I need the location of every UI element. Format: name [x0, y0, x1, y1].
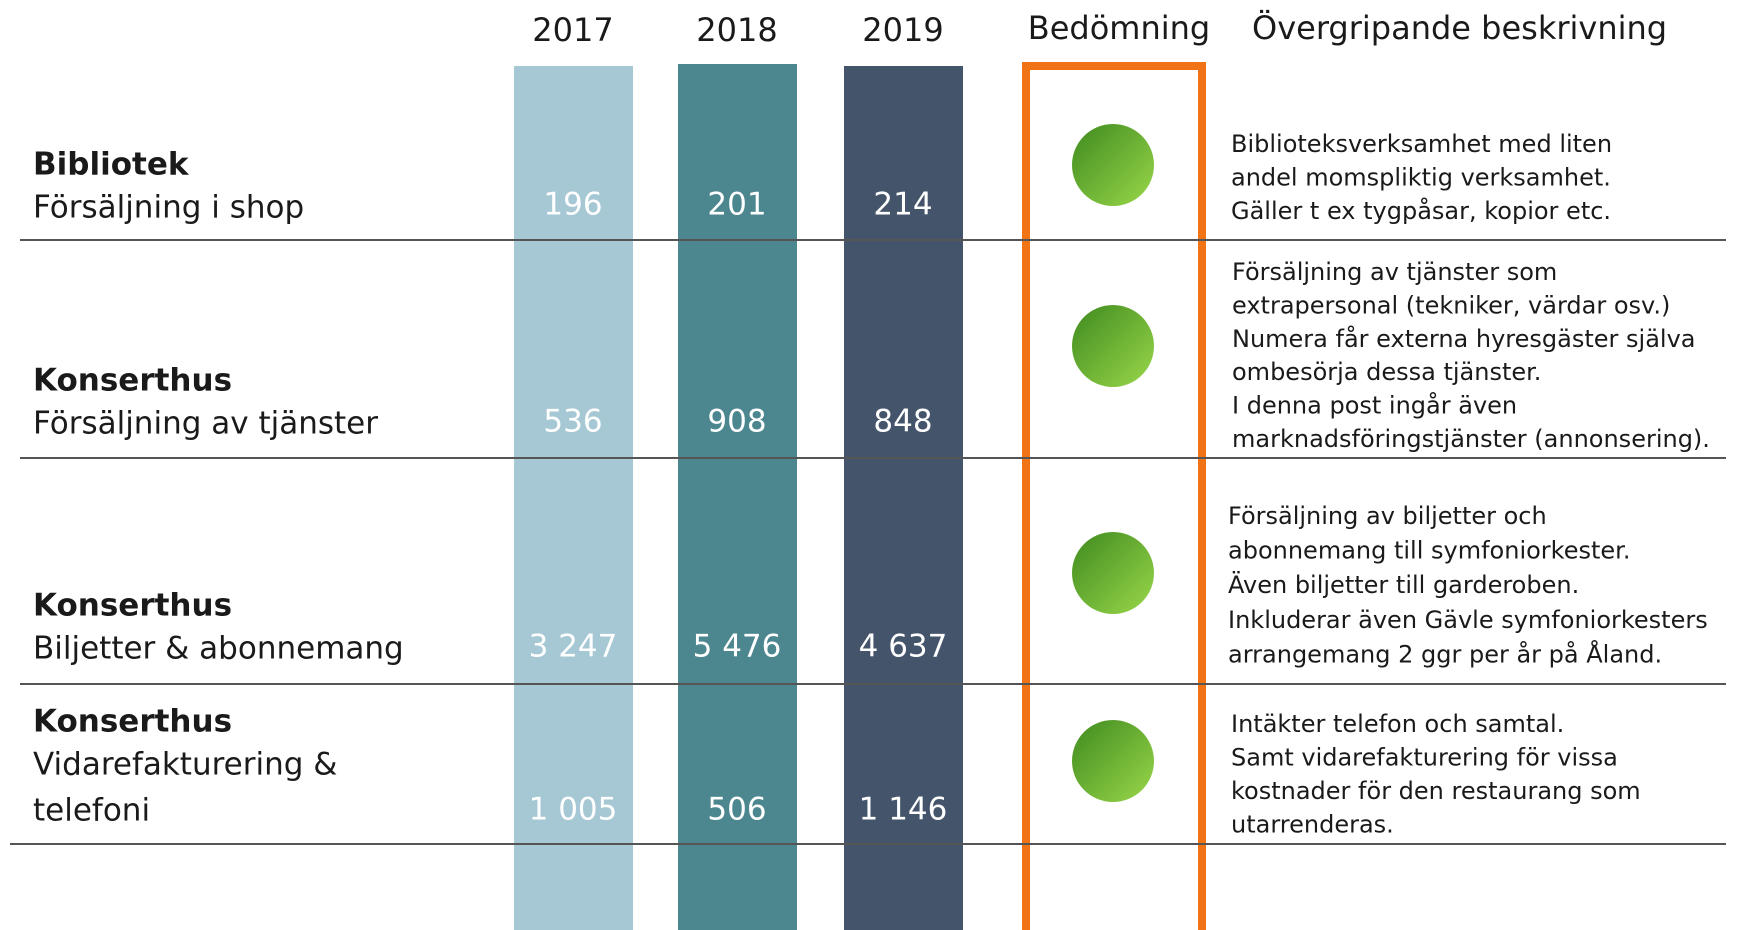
year-header: 2018	[696, 11, 777, 49]
description-line: utarrenderas.	[1231, 811, 1394, 839]
row-title: Bibliotek	[33, 147, 190, 183]
description-line: Försäljning av biljetter och	[1228, 502, 1547, 530]
year-header: 2017	[532, 11, 613, 49]
column-2019	[844, 66, 963, 930]
cell-value: 4 637	[859, 629, 948, 665]
assessment-dot	[1072, 532, 1154, 614]
cell-value: 536	[543, 404, 602, 440]
description-line: Intäkter telefon och samtal.	[1231, 710, 1564, 738]
assessment-header: Bedömning	[1028, 9, 1210, 47]
row-subtitle: Försäljning i shop	[33, 190, 304, 226]
row-title: Konserthus	[33, 363, 232, 399]
row-title: Konserthus	[33, 704, 232, 740]
description-line: Inkluderar även Gävle symfoniorkesters	[1228, 606, 1708, 634]
description-header: Övergripande beskrivning	[1252, 9, 1667, 47]
row-subtitle: Biljetter & abonnemang	[33, 631, 404, 667]
description-line: kostnader för den restaurang som	[1231, 777, 1641, 805]
row-subtitle: Försäljning av tjänster	[33, 406, 378, 442]
cell-value: 201	[707, 187, 766, 223]
description-line: Biblioteksverksamhet med liten	[1231, 130, 1612, 158]
description-line: Samt vidarefakturering för vissa	[1231, 744, 1618, 772]
description-line: arrangemang 2 ggr per år på Åland.	[1228, 639, 1662, 668]
cell-value: 1 005	[529, 792, 618, 828]
row-title: Konserthus	[33, 588, 232, 624]
description-line: I denna post ingår även	[1232, 391, 1517, 420]
cell-value: 3 247	[529, 629, 618, 665]
assessment-dot	[1072, 720, 1154, 802]
description-line: Gäller t ex tygpåsar, kopior etc.	[1231, 196, 1611, 225]
cell-value: 196	[543, 187, 602, 223]
description-line: Även biljetter till garderoben.	[1228, 570, 1579, 599]
description-line: extrapersonal (tekniker, värdar osv.)	[1232, 291, 1670, 319]
description-line: marknadsföringstjänster (annonsering).	[1232, 425, 1710, 453]
row-subtitle: telefoni	[33, 793, 150, 829]
year-header: 2019	[862, 11, 943, 49]
assessment-dot	[1072, 124, 1154, 206]
column-2017	[514, 66, 633, 930]
description-line: ombesörja dessa tjänster.	[1232, 358, 1541, 386]
cell-value: 5 476	[693, 629, 782, 665]
cell-value: 848	[873, 404, 932, 440]
cell-value: 908	[707, 404, 766, 440]
assessment-frame	[1022, 62, 1206, 930]
cell-value: 506	[707, 792, 766, 828]
description-line: Numera får externa hyresgäster själva	[1232, 324, 1695, 353]
cell-value: 214	[873, 187, 932, 223]
row-subtitle: Vidarefakturering &	[33, 747, 337, 783]
column-2018	[678, 64, 797, 930]
description-line: Försäljning av tjänster som	[1232, 258, 1557, 286]
description-line: andel momspliktig verksamhet.	[1231, 164, 1611, 192]
assessment-dot	[1072, 305, 1154, 387]
description-line: abonnemang till symfoniorkester.	[1228, 537, 1630, 565]
cell-value: 1 146	[859, 792, 948, 828]
